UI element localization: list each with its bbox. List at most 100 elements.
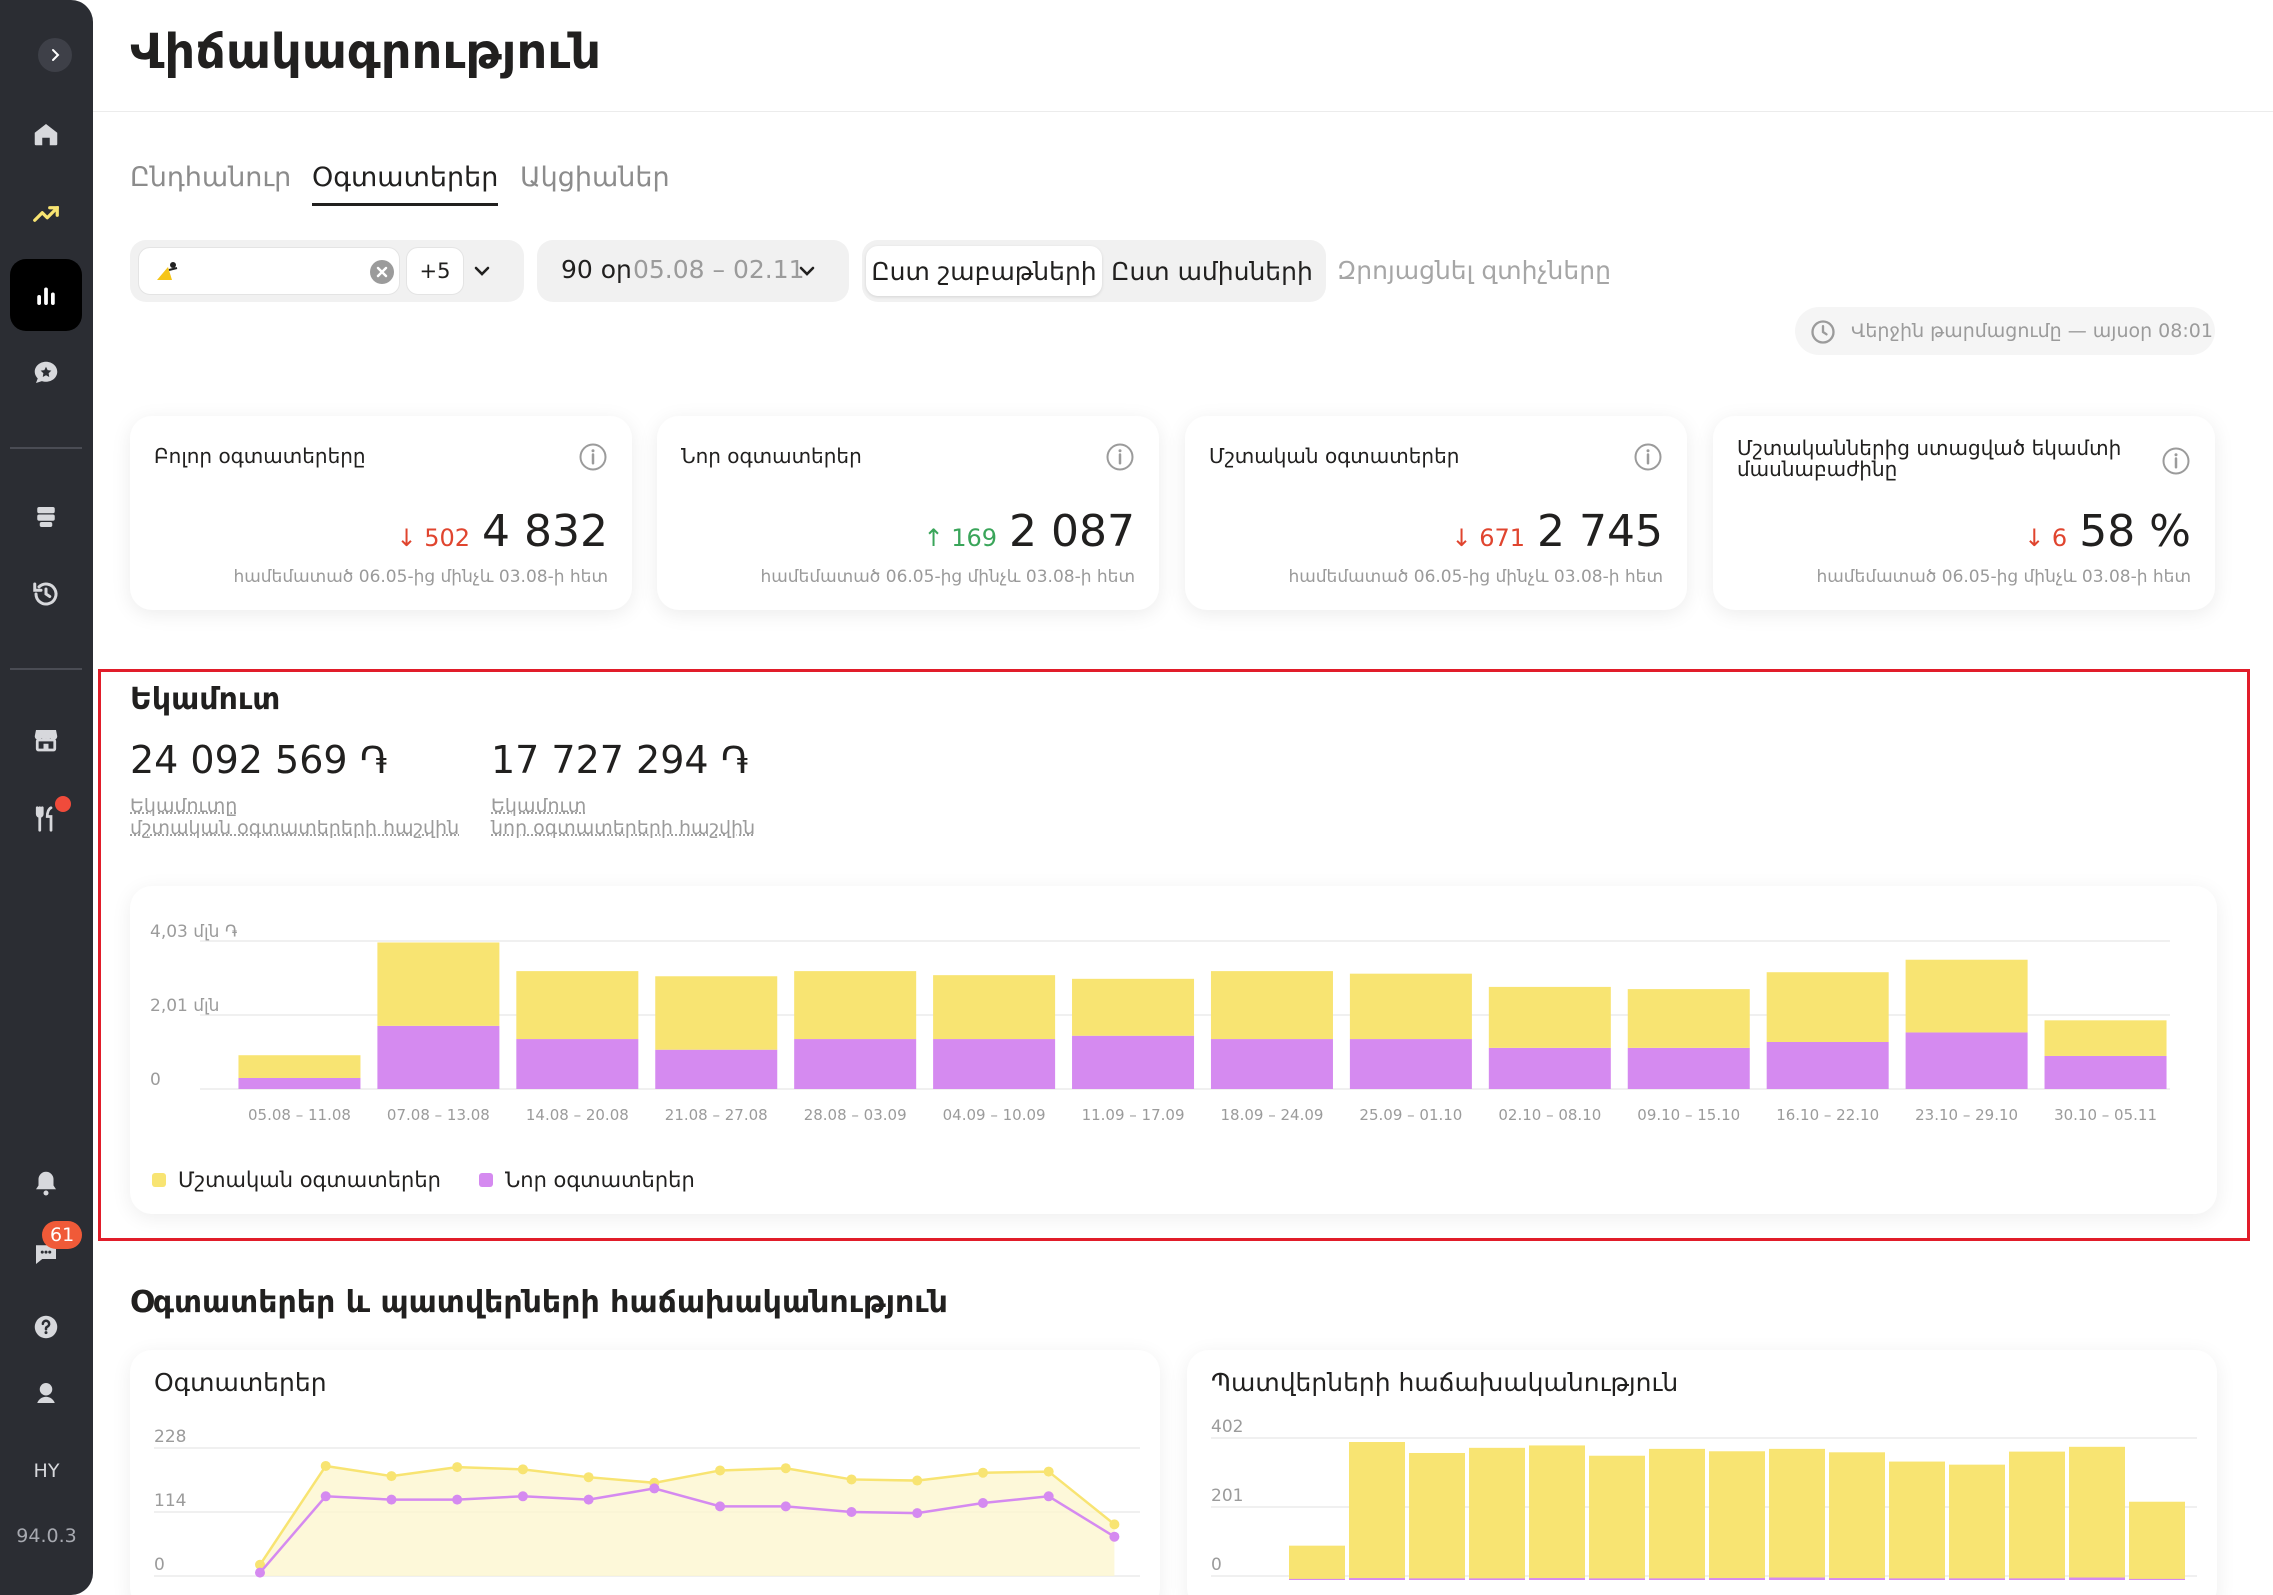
bar-regular-users <box>377 942 499 1025</box>
tab-general[interactable]: Ընդհանուր <box>130 162 291 203</box>
sidebar-item-store[interactable] <box>10 704 82 776</box>
bar-chart-icon <box>31 280 61 310</box>
sidebar-item-home[interactable] <box>10 98 82 170</box>
y-tick-label: 0 <box>1211 1555 1222 1575</box>
sidebar-item-help[interactable] <box>10 1291 82 1363</box>
bar-regular-users <box>516 971 638 1039</box>
bar-regular-users <box>2129 1502 2185 1580</box>
bar-regular-users <box>655 976 777 1049</box>
x-tick-label: 25.09 – 01.10 <box>1359 1106 1462 1124</box>
revenue-title: Եկամուտ <box>130 682 280 717</box>
line-new-users-point <box>584 1495 594 1505</box>
reset-filters-link[interactable]: Զրոյացնել զտիչները <box>1337 256 1611 285</box>
kpi-comparison-note: համեմատած 06.05-ից մինչև 03.08-ի հետ <box>1816 567 2191 587</box>
dish-icon <box>31 502 61 532</box>
sidebar-item-history[interactable] <box>10 558 82 630</box>
x-tick-label: 09.10 – 15.10 <box>1637 1106 1740 1124</box>
revenue-chart-card: 0 2,01 մլն 4,03 մլն ֏ 05.08 – 11.08 07.08 – … <box>130 886 2217 1214</box>
sidebar-item-menu[interactable] <box>10 481 82 553</box>
bar-regular-users <box>2069 1447 2125 1580</box>
bar-regular-users <box>1906 960 2028 1033</box>
kpi-title: Մշտական օգտատերեր <box>1209 446 1609 467</box>
bar-regular-users <box>2045 1020 2167 1056</box>
line-regular-users-point <box>1044 1467 1054 1477</box>
more-restaurants-chip[interactable]: +5 <box>406 247 464 295</box>
restaurant-logo-icon <box>153 258 183 286</box>
kpi-delta: ↑ 169 <box>923 524 997 552</box>
revenue-regular-label: Եկամուտը մշտական օգտատերերի հաշվին <box>130 795 459 839</box>
sidebar-item-restaurant[interactable] <box>10 783 82 855</box>
sidebar-item-support[interactable] <box>10 1357 82 1429</box>
line-new-users-point <box>386 1495 396 1505</box>
info-icon[interactable] <box>1105 442 1135 472</box>
by-weeks-button[interactable]: Ըստ շաբաթների <box>866 246 1102 296</box>
line-regular-users-point <box>386 1471 396 1481</box>
bar-regular-users <box>1072 979 1194 1036</box>
revenue-bar-chart: 0 2,01 մլն 4,03 մլն ֏ 05.08 – 11.08 07.08 – … <box>130 886 2217 1146</box>
bar-new-users <box>2009 1578 2065 1580</box>
kpi-comparison-note: համեմատած 06.05-ից մինչև 03.08-ի հետ <box>233 567 608 587</box>
sidebar-toggle-button[interactable] <box>38 38 72 72</box>
info-icon[interactable] <box>2161 446 2191 476</box>
x-tick-label: 18.09 – 24.09 <box>1221 1106 1324 1124</box>
chevron-right-icon <box>47 47 63 63</box>
restaurant-select-input[interactable] <box>138 247 400 295</box>
bar-new-users <box>1349 1578 1405 1580</box>
by-months-button[interactable]: Ըստ ամիսների <box>1102 246 1322 296</box>
revenue-new-label: Եկամուտ նոր օգտատերերի հաշվին <box>491 795 755 839</box>
line-regular-users-point <box>321 1461 331 1471</box>
sidebar: 61 HY 94.0.3 <box>0 0 93 1595</box>
x-tick-label: 07.08 – 13.08 <box>387 1106 490 1124</box>
bar-regular-users <box>1767 972 1889 1042</box>
grouping-segmented-control: Ըստ շաբաթների Ըստ ամիսների <box>862 240 1326 302</box>
y-tick-label: 402 <box>1211 1417 1243 1437</box>
language-switch[interactable]: HY <box>0 1460 93 1482</box>
bar-regular-users <box>1211 971 1333 1039</box>
kpi-comparison-note: համեմատած 06.05-ից մինչև 03.08-ի հետ <box>1288 567 1663 587</box>
bar-new-users <box>1628 1048 1750 1089</box>
bar-new-users <box>1709 1578 1765 1580</box>
bar-new-users <box>933 1039 1055 1089</box>
info-icon[interactable] <box>578 442 608 472</box>
bar-regular-users <box>1349 1442 1405 1580</box>
sidebar-item-reviews[interactable] <box>10 337 82 409</box>
chevron-down-icon[interactable] <box>470 259 494 283</box>
clear-icon[interactable] <box>369 259 395 285</box>
history-icon <box>31 579 61 609</box>
review-star-icon <box>31 358 61 388</box>
header-divider <box>93 111 2273 112</box>
x-tick-label: 21.08 – 27.08 <box>665 1106 768 1124</box>
tab-promotions[interactable]: Ակցիաներ <box>520 162 670 203</box>
restaurant-filter: +5 <box>130 240 524 302</box>
help-icon <box>31 1312 61 1342</box>
bar-regular-users <box>1469 1448 1525 1580</box>
sidebar-divider <box>10 447 82 449</box>
sidebar-item-trends[interactable] <box>10 178 82 250</box>
store-icon <box>31 725 61 755</box>
sidebar-item-statistics[interactable] <box>10 259 82 331</box>
bar-regular-users <box>1289 1546 1345 1580</box>
info-icon[interactable] <box>1633 442 1663 472</box>
clock-icon <box>1809 318 1837 346</box>
bar-regular-users <box>1889 1462 1945 1580</box>
kpi-value: 58 % <box>2079 506 2191 557</box>
x-tick-label: 04.09 – 10.09 <box>943 1106 1046 1124</box>
kpi-delta: ↓ 502 <box>396 524 470 552</box>
chat-badge: 61 <box>42 1221 82 1249</box>
bar-new-users <box>1350 1039 1472 1089</box>
users-orders-section-title: Օգտատերեր և պատվերների հաճախականություն <box>130 1285 948 1320</box>
bar-new-users <box>1906 1032 2028 1089</box>
line-regular-users-point <box>847 1474 857 1484</box>
chevron-down-icon <box>795 259 819 283</box>
sidebar-item-notifications[interactable] <box>10 1147 82 1219</box>
line-regular-users-point <box>781 1463 791 1473</box>
revenue-new-label-line-1: Եկամուտ <box>491 795 755 817</box>
kpi-delta: ↓ 671 <box>1451 524 1525 552</box>
bar-regular-users <box>238 1055 360 1078</box>
bar-regular-users <box>1409 1453 1465 1580</box>
bar-new-users <box>1489 1048 1611 1089</box>
bar-new-users <box>1767 1042 1889 1089</box>
line-new-users-point <box>321 1491 331 1501</box>
period-select[interactable]: 90 օր 05.08 – 02.11 <box>537 240 849 302</box>
tab-users[interactable]: Օգտատերեր <box>312 162 498 206</box>
